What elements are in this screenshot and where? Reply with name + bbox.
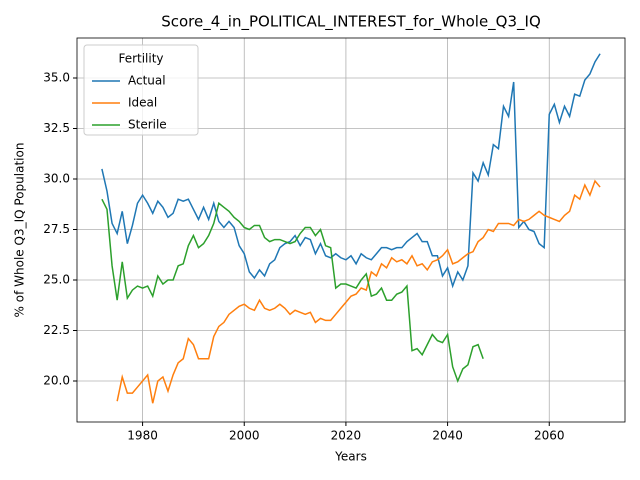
legend-label: Sterile	[128, 118, 167, 132]
line-series	[101, 198, 484, 384]
x-axis-label: Years	[334, 450, 367, 464]
x-tick-label: 2040	[432, 429, 463, 443]
line-series	[116, 179, 601, 404]
plot-frame	[76, 37, 626, 423]
legend-box	[83, 44, 199, 136]
legend-label: Actual	[128, 74, 166, 88]
legend-label: Ideal	[128, 96, 157, 110]
y-axis-label: % of Whole Q3_IQ Population	[13, 143, 27, 318]
y-tick-label: 30.0	[43, 171, 70, 185]
line-series	[101, 53, 601, 289]
y-tick-label: 20.0	[43, 373, 70, 387]
y-tick-label: 22.5	[43, 323, 70, 337]
legend-title: Fertility	[118, 52, 163, 66]
x-tick-label: 2060	[534, 429, 565, 443]
x-tick-label: 2000	[229, 429, 260, 443]
y-tick-label: 32.5	[43, 121, 70, 135]
y-tick-label: 25.0	[43, 272, 70, 286]
x-tick-label: 2020	[331, 429, 362, 443]
y-tick-label: 35.0	[43, 70, 70, 84]
chart-title: Score_4_in_POLITICAL_INTEREST_for_Whole_…	[161, 13, 541, 32]
x-tick-label: 1980	[127, 429, 158, 443]
y-tick-label: 27.5	[43, 222, 70, 236]
